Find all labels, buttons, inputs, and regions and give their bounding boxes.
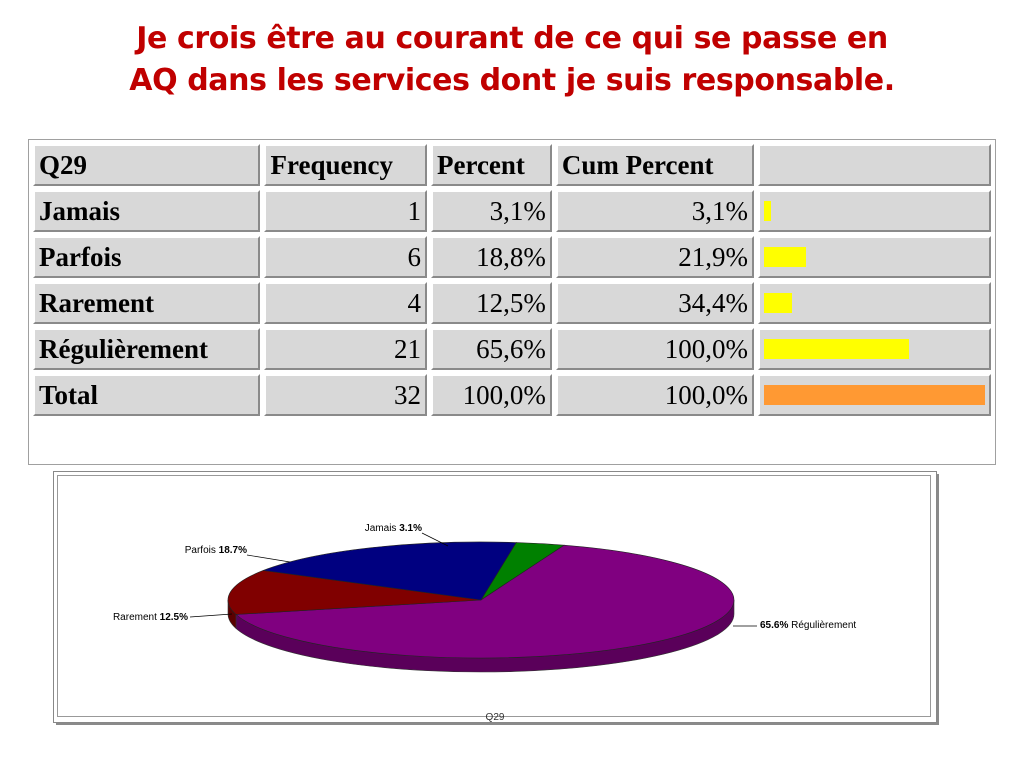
row-bar-cell bbox=[757, 282, 991, 324]
pie-label-régulièrement: 65.6% Régulièrement bbox=[760, 620, 856, 631]
title-line-1: Je crois être au courant de ce qui se pa… bbox=[136, 21, 888, 56]
pie-leader-rarement bbox=[189, 613, 233, 618]
frequency-table: Q29 Frequency Percent Cum Percent Jamais… bbox=[29, 140, 995, 420]
pie-label-pct: 3.1% bbox=[399, 523, 422, 534]
slide-title: Je crois être au courant de ce qui se pa… bbox=[0, 18, 1024, 102]
table-row: Rarement 4 12,5% 34,4% bbox=[33, 282, 991, 324]
pie-label-name: Régulièrement bbox=[788, 620, 856, 631]
pie-label-pct: 18.7% bbox=[219, 545, 247, 556]
table-row: Régulièrement 21 65,6% 100,0% bbox=[33, 328, 991, 370]
title-line-2: AQ dans les services dont je suis respon… bbox=[129, 63, 895, 98]
row-cum-percent: 100,0% bbox=[555, 328, 754, 370]
pie-slice-régulièrement bbox=[235, 544, 735, 659]
row-percent: 100,0% bbox=[430, 374, 552, 416]
row-frequency: 4 bbox=[264, 282, 427, 324]
row-bar bbox=[763, 339, 909, 359]
row-bar-cell bbox=[757, 328, 991, 370]
row-bar bbox=[763, 293, 792, 313]
pie-label-name: Rarement bbox=[113, 612, 160, 623]
row-bar bbox=[763, 385, 985, 405]
chart-x-label: Q29 bbox=[485, 712, 505, 723]
row-cum-percent: 3,1% bbox=[555, 190, 754, 232]
pie-chart-plot-area bbox=[57, 475, 931, 717]
row-bar-cell bbox=[757, 374, 991, 416]
row-cum-percent: 21,9% bbox=[555, 236, 754, 278]
header-q29: Q29 bbox=[33, 144, 261, 186]
frequency-table-panel: Q29 Frequency Percent Cum Percent Jamais… bbox=[28, 139, 996, 465]
row-label: Rarement bbox=[33, 282, 261, 324]
row-percent: 65,6% bbox=[430, 328, 552, 370]
row-label: Régulièrement bbox=[33, 328, 261, 370]
chart-shadow-bottom bbox=[56, 721, 939, 725]
pie-label-jamais: Jamais 3.1% bbox=[365, 523, 422, 534]
row-bar-cell bbox=[757, 190, 991, 232]
row-frequency: 6 bbox=[264, 236, 427, 278]
pie-label-rarement: Rarement 12.5% bbox=[113, 612, 188, 623]
row-cum-percent: 100,0% bbox=[555, 374, 754, 416]
header-cum-percent: Cum Percent bbox=[555, 144, 754, 186]
row-frequency: 1 bbox=[264, 190, 427, 232]
header-frequency: Frequency bbox=[264, 144, 427, 186]
row-percent: 3,1% bbox=[430, 190, 552, 232]
row-frequency: 21 bbox=[264, 328, 427, 370]
table-row: Jamais 1 3,1% 3,1% bbox=[33, 190, 991, 232]
pie-label-pct: 12.5% bbox=[160, 612, 188, 623]
row-percent: 12,5% bbox=[430, 282, 552, 324]
row-label: Parfois bbox=[33, 236, 261, 278]
pie-label-parfois: Parfois 18.7% bbox=[185, 545, 247, 556]
row-bar bbox=[763, 247, 806, 267]
pie-label-name: Parfois bbox=[185, 545, 219, 556]
pie-leader-jamais bbox=[421, 532, 449, 547]
table-row: Parfois 6 18,8% 21,9% bbox=[33, 236, 991, 278]
pie-slice-parfois bbox=[263, 541, 517, 601]
pie-label-name: Jamais bbox=[365, 523, 399, 534]
row-percent: 18,8% bbox=[430, 236, 552, 278]
pie-leader-parfois bbox=[246, 554, 291, 563]
row-bar bbox=[763, 201, 771, 221]
row-label: Total bbox=[33, 374, 261, 416]
pie-label-pct: 65.6% bbox=[760, 620, 788, 631]
row-frequency: 32 bbox=[264, 374, 427, 416]
header-bar bbox=[757, 144, 991, 186]
row-label: Jamais bbox=[33, 190, 261, 232]
row-bar-cell bbox=[757, 236, 991, 278]
pie-slice-rarement bbox=[227, 570, 482, 615]
header-percent: Percent bbox=[430, 144, 552, 186]
table-total-row: Total 32 100,0% 100,0% bbox=[33, 374, 991, 416]
table-header-row: Q29 Frequency Percent Cum Percent bbox=[33, 144, 991, 186]
row-cum-percent: 34,4% bbox=[555, 282, 754, 324]
